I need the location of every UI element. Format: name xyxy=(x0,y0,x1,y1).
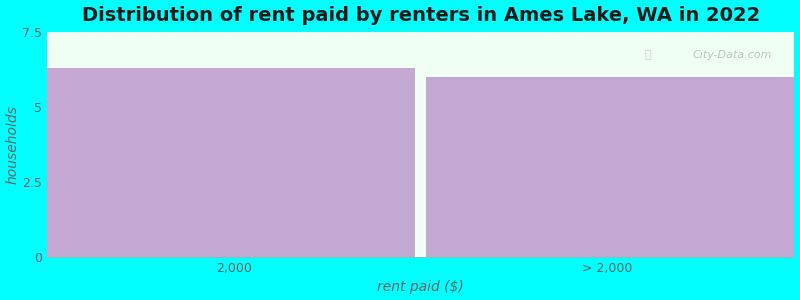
X-axis label: rent paid ($): rent paid ($) xyxy=(378,280,464,294)
Title: Distribution of rent paid by renters in Ames Lake, WA in 2022: Distribution of rent paid by renters in … xyxy=(82,6,760,25)
Text: City-Data.com: City-Data.com xyxy=(693,50,772,60)
Bar xyxy=(426,77,794,257)
Bar xyxy=(47,68,415,257)
Text: ⓘ: ⓘ xyxy=(645,50,652,60)
Y-axis label: households: households xyxy=(6,105,19,184)
